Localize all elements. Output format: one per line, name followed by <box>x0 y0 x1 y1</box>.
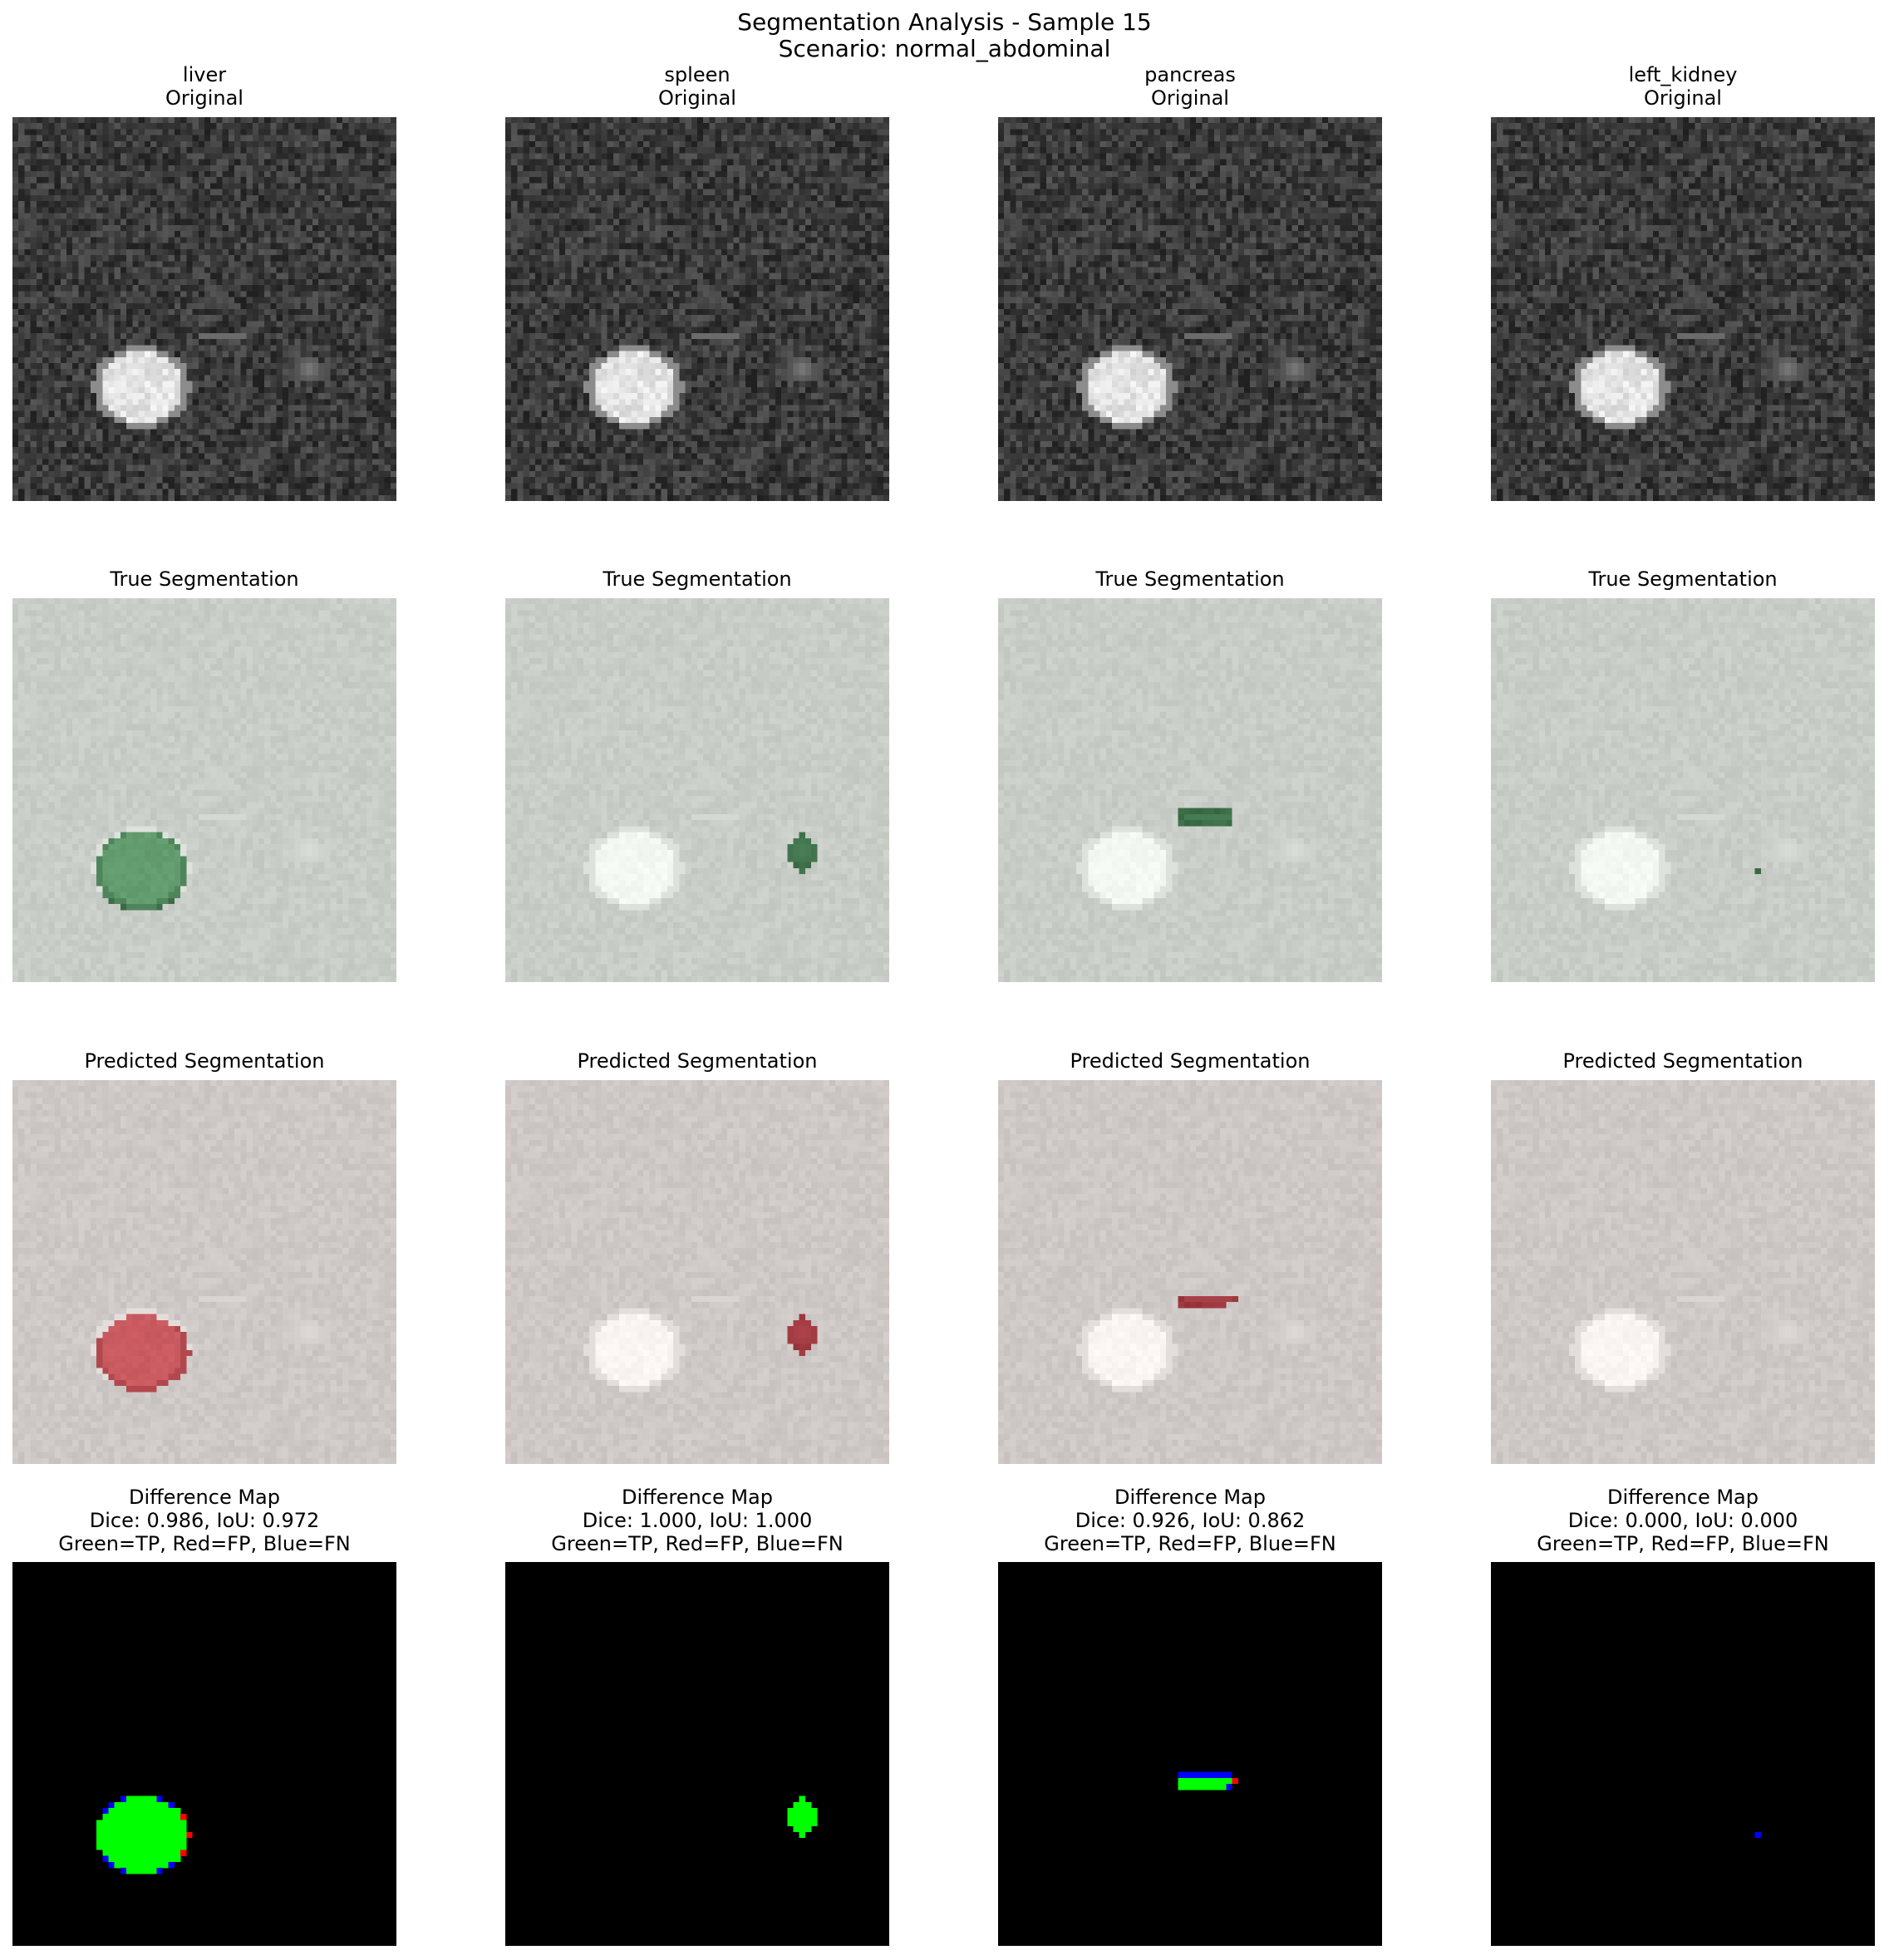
diff-title-spleen: Difference Map <box>502 1486 893 1509</box>
diff-title-left-kidney: Difference Map <box>1488 1486 1878 1509</box>
legend-liver: Green=TP, Red=FP, Blue=FN <box>9 1532 400 1555</box>
diff-map-left-kidney <box>1491 1562 1875 1946</box>
true-seg-image-left-kidney <box>1491 598 1875 982</box>
legend-left-kidney: Green=TP, Red=FP, Blue=FN <box>1488 1532 1878 1555</box>
original-image-liver <box>12 117 396 501</box>
organ-title-liver: liver <box>9 63 400 86</box>
pred-seg-image-left-kidney <box>1491 1080 1875 1464</box>
legend-spleen: Green=TP, Red=FP, Blue=FN <box>502 1532 893 1555</box>
metrics-pancreas: Dice: 0.926, IoU: 0.862 <box>995 1509 1385 1532</box>
pred-seg-image-liver <box>12 1080 396 1464</box>
original-image-spleen <box>505 117 889 501</box>
true-seg-image-pancreas <box>998 598 1382 982</box>
true-seg-title-liver: True Segmentation <box>9 567 400 591</box>
original-title-left-kidney: Original <box>1488 86 1878 110</box>
diff-title-liver: Difference Map <box>9 1486 400 1509</box>
pred-seg-title-pancreas: Predicted Segmentation <box>995 1049 1385 1073</box>
true-seg-title-pancreas: True Segmentation <box>995 567 1385 591</box>
figure-title: Segmentation Analysis - Sample 15 <box>0 11 1889 34</box>
diff-map-pancreas <box>998 1562 1382 1946</box>
metrics-left-kidney: Dice: 0.000, IoU: 0.000 <box>1488 1509 1878 1532</box>
pred-seg-image-pancreas <box>998 1080 1382 1464</box>
organ-title-left-kidney: left_kidney <box>1488 63 1878 86</box>
original-image-pancreas <box>998 117 1382 501</box>
organ-title-spleen: spleen <box>502 63 893 86</box>
diff-title-pancreas: Difference Map <box>995 1486 1385 1509</box>
original-title-liver: Original <box>9 86 400 110</box>
original-title-spleen: Original <box>502 86 893 110</box>
metrics-liver: Dice: 0.986, IoU: 0.972 <box>9 1509 400 1532</box>
true-seg-title-left-kidney: True Segmentation <box>1488 567 1878 591</box>
true-seg-image-liver <box>12 598 396 982</box>
original-title-pancreas: Original <box>995 86 1385 110</box>
pred-seg-image-spleen <box>505 1080 889 1464</box>
pred-seg-title-spleen: Predicted Segmentation <box>502 1049 893 1073</box>
original-image-left-kidney <box>1491 117 1875 501</box>
metrics-spleen: Dice: 1.000, IoU: 1.000 <box>502 1509 893 1532</box>
diff-map-liver <box>12 1562 396 1946</box>
true-seg-image-spleen <box>505 598 889 982</box>
figure-subtitle: Scenario: normal_abdominal <box>0 37 1889 61</box>
diff-map-spleen <box>505 1562 889 1946</box>
pred-seg-title-left-kidney: Predicted Segmentation <box>1488 1049 1878 1073</box>
true-seg-title-spleen: True Segmentation <box>502 567 893 591</box>
pred-seg-title-liver: Predicted Segmentation <box>9 1049 400 1073</box>
legend-pancreas: Green=TP, Red=FP, Blue=FN <box>995 1532 1385 1555</box>
organ-title-pancreas: pancreas <box>995 63 1385 86</box>
